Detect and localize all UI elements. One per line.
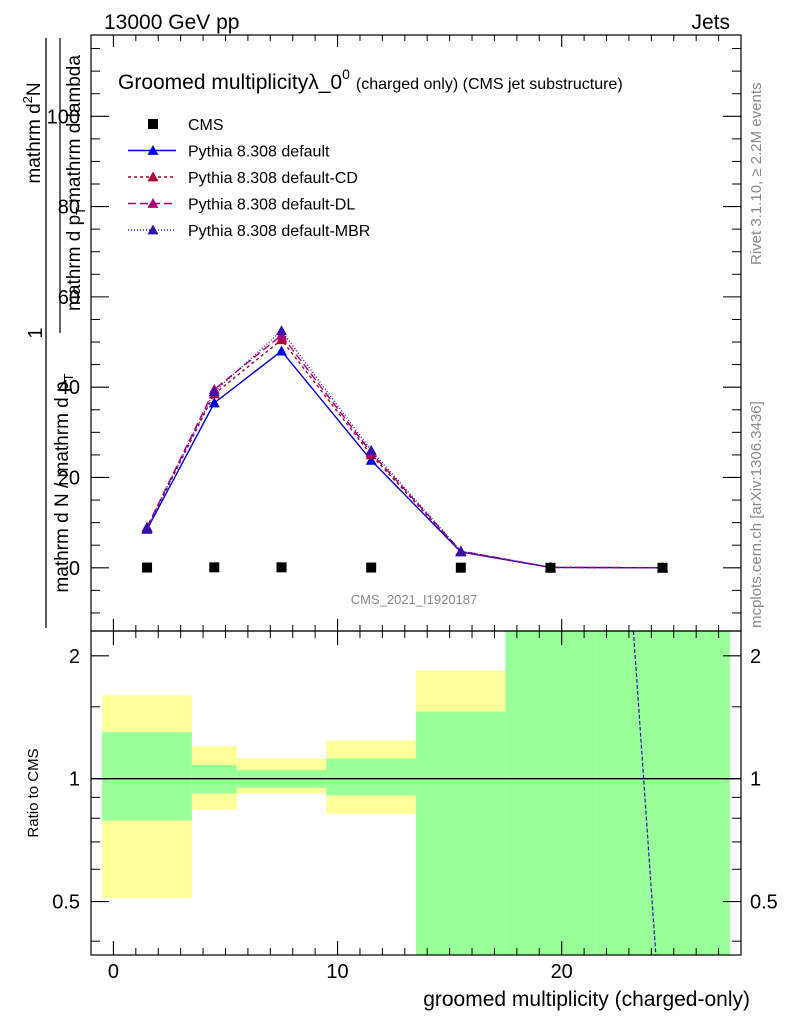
legend-label-0: CMS bbox=[188, 117, 224, 134]
ratio-y-tick-label-right-2: 2 bbox=[750, 646, 761, 668]
cms-point-3 bbox=[366, 562, 377, 573]
cms-point-4 bbox=[455, 562, 466, 573]
ratio-lines bbox=[91, 631, 741, 955]
ratio-bands bbox=[102, 631, 730, 955]
ylabel-den2-sub: T bbox=[73, 207, 88, 215]
ylabel-den2: mathrm d pTmathrm d lambda bbox=[64, 55, 88, 311]
chart-title: Groomed multiplicityλ_00 (charged only) (… bbox=[118, 66, 623, 94]
data-points bbox=[142, 562, 668, 573]
ratio-y-tick-label-1: 1 bbox=[69, 769, 80, 791]
main-ylabel: 1 mathrm d N / mathrm d pT mathrm d2N ma… bbox=[20, 38, 88, 628]
mc-series-lines bbox=[141, 325, 669, 573]
legend-label-4: Pythia 8.308 default-MBR bbox=[188, 223, 370, 240]
legend-marker-cms bbox=[148, 119, 158, 129]
series-line-0 bbox=[146, 350, 663, 569]
ratio-frame bbox=[90, 630, 742, 956]
y-tick-label-4: 80 bbox=[58, 197, 80, 219]
header-right: Jets bbox=[691, 11, 730, 34]
legend-label-1: Pythia 8.308 default bbox=[188, 144, 330, 161]
ylabel-den1: mathrm d N / mathrm d pT bbox=[52, 373, 76, 592]
title-sup: 0 bbox=[342, 66, 350, 82]
y-tick-label-2: 40 bbox=[58, 377, 80, 399]
ylabel-num2-sup: 2 bbox=[20, 96, 35, 103]
series-line-1 bbox=[146, 338, 663, 569]
header-left: 13000 GeV pp bbox=[104, 11, 239, 34]
ratio-series-line bbox=[632, 631, 657, 955]
series-0-marker-1 bbox=[208, 397, 220, 408]
cms-point-1 bbox=[209, 562, 220, 573]
y-tick-label-1: 20 bbox=[58, 467, 80, 489]
series-line-3 bbox=[146, 329, 663, 569]
legend-marker-2 bbox=[147, 171, 159, 182]
series-3-marker-3 bbox=[365, 444, 377, 455]
cms-point-0 bbox=[142, 562, 153, 573]
legend-label-2: Pythia 8.308 default-CD bbox=[188, 170, 358, 187]
rivet-version-label: Rivet 3.1.10, ≥ 2.2M events bbox=[748, 83, 765, 266]
stat-band-6 bbox=[595, 631, 730, 955]
ylabel-num2-tail: N bbox=[24, 82, 45, 96]
series-3-marker-2 bbox=[276, 325, 288, 336]
ylabel-num2-text: mathrm d bbox=[24, 103, 45, 183]
legend: CMS Pythia 8.308 default Pythia 8.308 defa… bbox=[128, 117, 370, 240]
mcplots-label: mcplots.cern.ch [arXiv:1306.3436] bbox=[748, 401, 765, 628]
title-rest: (charged only) (CMS jet substructure) bbox=[356, 76, 623, 93]
ratio-y-tick-label-0: 0.5 bbox=[52, 892, 80, 914]
cms-point-6 bbox=[657, 562, 668, 573]
series-0-marker-2 bbox=[276, 345, 288, 356]
tick-labels: 0 10 20 0 20 40 60 80 100 0.5 0.5 1 1 2 2 bbox=[47, 106, 778, 983]
series-3-marker-1 bbox=[208, 386, 220, 397]
ylabel-num2: mathrm d2N bbox=[20, 82, 45, 183]
axis-ticks bbox=[90, 35, 742, 955]
ylabel-den1-text: mathrm d N / mathrm d p bbox=[52, 381, 73, 592]
ylabel-fraction-one: 1 bbox=[25, 327, 47, 338]
ratio-y-tick-label-right-1: 1 bbox=[750, 769, 761, 791]
stat-band-5 bbox=[505, 631, 596, 955]
x-tick-label-2: 20 bbox=[551, 961, 573, 983]
stat-band-3 bbox=[326, 758, 416, 796]
analysis-watermark: CMS_2021_I1920187 bbox=[351, 592, 478, 607]
cms-point-5 bbox=[545, 562, 556, 573]
y-tick-label-5: 100 bbox=[47, 106, 80, 128]
series-0-marker-3 bbox=[365, 454, 377, 465]
ylabel-den1-sub: T bbox=[61, 373, 76, 381]
x-axis-label: groomed multiplicity (charged-only) bbox=[423, 988, 750, 1011]
ylabel-den2-tail: mathrm d lambda bbox=[64, 55, 85, 203]
legend-marker-1 bbox=[147, 145, 159, 155]
legend-marker-4 bbox=[147, 224, 159, 235]
x-tick-label-1: 10 bbox=[326, 961, 348, 983]
x-tick-label-0: 0 bbox=[108, 961, 119, 983]
ratio-y-tick-label-2: 2 bbox=[69, 646, 80, 668]
stat-band-0 bbox=[102, 732, 192, 821]
y-tick-label-0: 0 bbox=[69, 558, 80, 580]
y-tick-label-3: 60 bbox=[58, 287, 80, 309]
legend-label-3: Pythia 8.308 default-DL bbox=[188, 197, 355, 214]
title-main: Groomed multiplicityλ_0 bbox=[118, 71, 342, 94]
series-3-marker-0 bbox=[141, 522, 153, 533]
cms-point-2 bbox=[276, 562, 287, 573]
series-line-2 bbox=[146, 334, 663, 569]
ylabel-den2-text: mathrm d p bbox=[64, 215, 85, 311]
ratio-ylabel: Ratio to CMS bbox=[25, 748, 42, 837]
series-3-marker-4 bbox=[455, 545, 467, 556]
ratio-y-tick-label-right-0: 0.5 bbox=[750, 892, 778, 914]
legend-marker-3 bbox=[147, 198, 159, 208]
stat-band-4 bbox=[416, 711, 506, 955]
